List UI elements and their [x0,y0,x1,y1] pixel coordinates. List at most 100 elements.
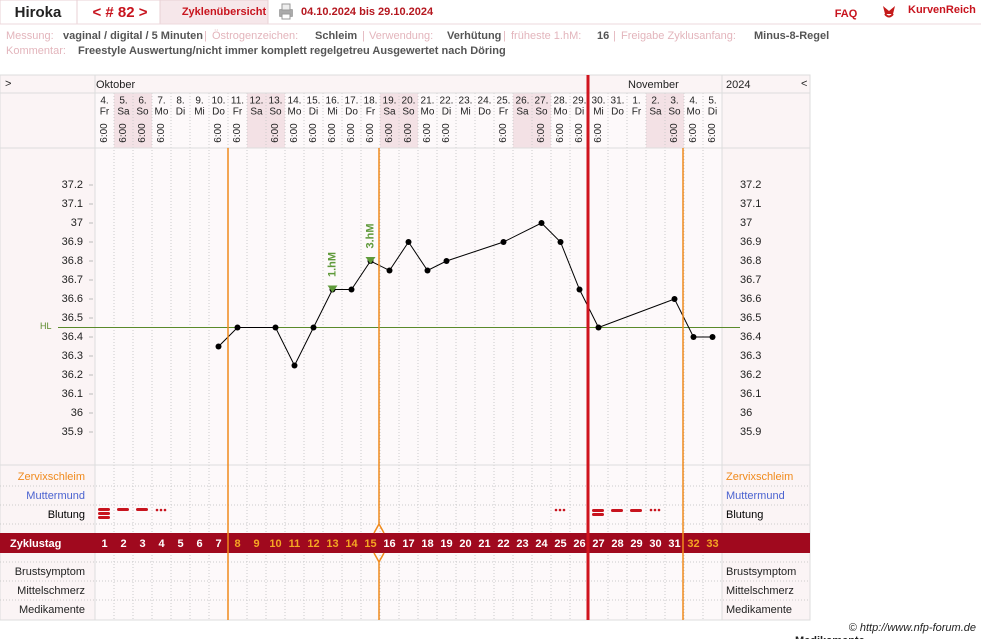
weekday: So [668,107,681,118]
cycle-day: 1 [101,538,107,550]
day-number: 12. [250,96,264,107]
prev-button[interactable]: > [5,78,11,90]
comment: Freestyle Auswertung/nicht immer komplet… [78,45,506,57]
cycle-day: 29 [630,538,642,550]
logo-text[interactable]: KurvenReich [908,4,976,16]
weekend-shade [133,93,152,148]
day-number: 7. [157,96,165,107]
weekday: Do [345,107,358,118]
weekday: Fr [499,107,509,118]
cycle-day: 27 [592,538,604,550]
cycle-day-band [0,533,810,553]
temperature-point [348,286,355,293]
weekday: Di [442,107,451,118]
logo-icon[interactable] [883,6,895,18]
temperature-point [291,362,298,369]
day-number: 31. [611,96,625,107]
day-number: 22. [440,96,454,107]
measure-time: 6:00 [213,123,224,143]
cycle-day: 10 [269,538,281,550]
temperature-point [709,334,716,340]
temperature-point [671,296,678,302]
weekday: Di [309,107,318,118]
measure-time: 6:00 [593,123,604,143]
weekday: Mi [327,107,338,118]
next-button[interactable]: < [801,78,807,90]
day-number: 18. [364,96,378,107]
info-label: früheste 1.hM: [511,30,581,42]
measure-time: 6:00 [308,123,319,143]
hl-label: HL [40,321,52,331]
weekday: Di [176,107,185,118]
weekday: Do [478,107,491,118]
cycle-day: 19 [440,538,452,550]
cycle-day: 2 [120,538,126,550]
temperature-point [595,324,602,331]
y-tick-label: 37 [71,217,83,229]
y-tick-label: 36.1 [740,388,761,400]
cycle-day: 4 [158,538,165,550]
cycle-day: 26 [573,538,585,550]
day-number: 4. [100,96,108,107]
y-tick-label: 35.9 [62,426,83,438]
day-number: 3. [670,96,678,107]
cycle-day: 3 [139,538,145,550]
weekend-shade [665,93,684,148]
measure-time: 6:00 [99,123,110,143]
weekday: Mi [460,107,471,118]
measure-time: 6:00 [289,123,300,143]
content: Hiroka < # 82 > Zyklenübersicht 04.10.2024 … [0,4,976,639]
cycle-day: 8 [234,538,240,550]
weekday: So [535,107,548,118]
overview-link[interactable]: Zyklenübersicht [182,6,267,18]
weekend-shade [513,93,532,148]
weekday: Do [611,107,624,118]
temperature-point [234,324,241,331]
y-tick-label: 36.3 [62,350,83,362]
overview-tab[interactable] [159,0,269,25]
weekday: Mo [288,107,302,118]
faq-link[interactable]: FAQ [835,8,858,20]
measure-time: 6:00 [688,123,699,143]
weekday: Do [212,107,225,118]
cycle-day: 30 [649,538,661,550]
measure-time: 6:00 [346,123,357,143]
cycle-day: 23 [516,538,528,550]
info-separator: | [362,30,365,42]
day-number: 13. [269,96,283,107]
weekday: Di [575,107,584,118]
y-tick-label: 36.5 [740,312,761,324]
temperature-point [690,334,697,340]
cycle-nav[interactable]: < # 82 > [92,4,147,21]
day-number: 24. [478,96,492,107]
day-number: 19. [383,96,397,107]
day-number: 30. [592,96,606,107]
y-tick-label: 37.1 [62,198,83,210]
printer-icon[interactable] [279,3,293,20]
info-value: Verhütung [447,30,501,42]
measure-time: 6:00 [137,123,148,143]
y-tick-label: 36.9 [62,236,83,248]
temperature-point [500,239,507,245]
cycle-day: 24 [535,538,548,550]
weekday: Fr [632,107,642,118]
weekday: Fr [366,107,376,118]
day-number: 9. [195,96,203,107]
cycle-day: 7 [215,538,221,550]
cycle-day: 12 [307,538,319,550]
user-name: Hiroka [15,4,62,21]
weekday: Mo [421,107,435,118]
y-tick-label: 36.8 [62,255,83,267]
info-label: Östrogenzeichen: [212,30,298,42]
info-label: Verwendung: [369,30,433,42]
temperature-point [386,267,393,274]
info-label: Freigabe Zyklusanfang: [621,30,736,42]
cycle-day: 18 [421,538,433,550]
weekday: Mo [155,107,169,118]
cycle-day-label: Zyklustag [10,538,61,550]
weekday: So [136,107,149,118]
cycle-day: 5 [177,538,183,550]
month-label: November [628,79,679,91]
day-number: 29. [573,96,587,107]
